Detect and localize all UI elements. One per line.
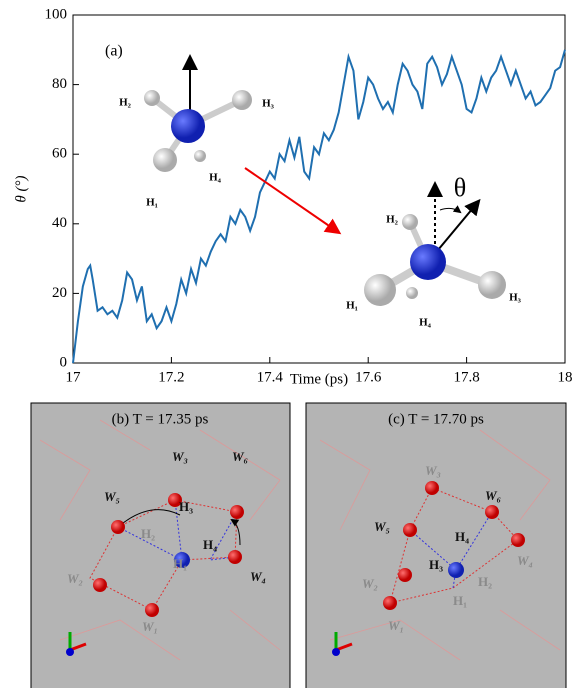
atom-label: H₃ — [262, 98, 275, 110]
x-tick-label: 17.2 — [158, 369, 184, 385]
atom-label: H₁ — [146, 197, 158, 209]
atom-label: H₃ — [509, 292, 522, 304]
x-tick-label: 17.8 — [453, 369, 479, 385]
atom-label: W₁ — [388, 618, 404, 633]
y-tick-label: 40 — [52, 215, 67, 231]
x-tick-label: 17.4 — [257, 369, 284, 385]
y-tick-label: 0 — [60, 354, 68, 370]
atom-label: W₅ — [374, 519, 390, 534]
atom-label: H₁ — [173, 556, 187, 571]
figure: (a) Time (ps) θ (°) 17 17.2 17.4 17.6 17.8 18… — [0, 0, 574, 688]
atom-label: W₆ — [485, 488, 502, 503]
x-axis-label: Time (ps) — [290, 371, 348, 387]
atom-label: H₄ — [419, 317, 432, 329]
atom-label: W₂ — [67, 571, 83, 586]
panel-b: (b) T = 17.35 ps — [31, 403, 290, 688]
atom-label: W₁ — [142, 619, 158, 634]
atom-label: H₂ — [119, 97, 132, 109]
x-tick-label: 17 — [66, 369, 82, 385]
angle-symbol: θ — [454, 173, 466, 202]
atom-label: H₄ — [203, 537, 217, 552]
atom-label: H₂ — [141, 526, 155, 541]
molecule-upper: H₂ H₃ H₄ H₁ — [119, 58, 275, 209]
y-tick-label: 60 — [52, 146, 67, 162]
y-tick-label: 80 — [52, 76, 67, 92]
molecule-lower: H₂ H₁ H₄ H₃ θ — [346, 173, 522, 329]
atom-label: H₄ — [209, 172, 222, 184]
atom-label: H₁ — [346, 300, 358, 312]
atom-label: H₃ — [179, 499, 193, 514]
atom-label: H₂ — [478, 574, 492, 589]
atom-label: W₃ — [172, 449, 188, 464]
y-tick-label: 100 — [45, 6, 68, 22]
annotation: (a) — [105, 43, 123, 60]
panel-title: (c) T = 17.70 ps — [388, 411, 484, 427]
atom-label: W₄ — [517, 553, 533, 568]
axes-frame — [73, 15, 565, 363]
atom-label: W₄ — [250, 569, 266, 584]
atom-label: W₂ — [362, 576, 378, 591]
panel-c: (c) T = 17.70 ps — [306, 403, 566, 688]
atom-label: H₁ — [453, 593, 467, 608]
panel-title: (b) T = 17.35 ps — [112, 411, 209, 427]
x-tick-label: 17.6 — [355, 369, 382, 385]
plot: (a) Time (ps) θ (°) 17 17.2 17.4 17.6 17.8 18… — [13, 6, 572, 387]
atom-label: W₃ — [425, 463, 441, 478]
atom-label: H₂ — [386, 214, 399, 226]
y-tick-label: 20 — [52, 285, 67, 301]
atom-label: W₅ — [104, 489, 120, 504]
atom-label: H₃ — [429, 557, 443, 572]
atom-label: W₆ — [232, 449, 249, 464]
atom-label: H₄ — [455, 529, 469, 544]
y-axis-label: θ (°) — [13, 175, 29, 202]
x-tick-label: 18 — [558, 369, 573, 385]
